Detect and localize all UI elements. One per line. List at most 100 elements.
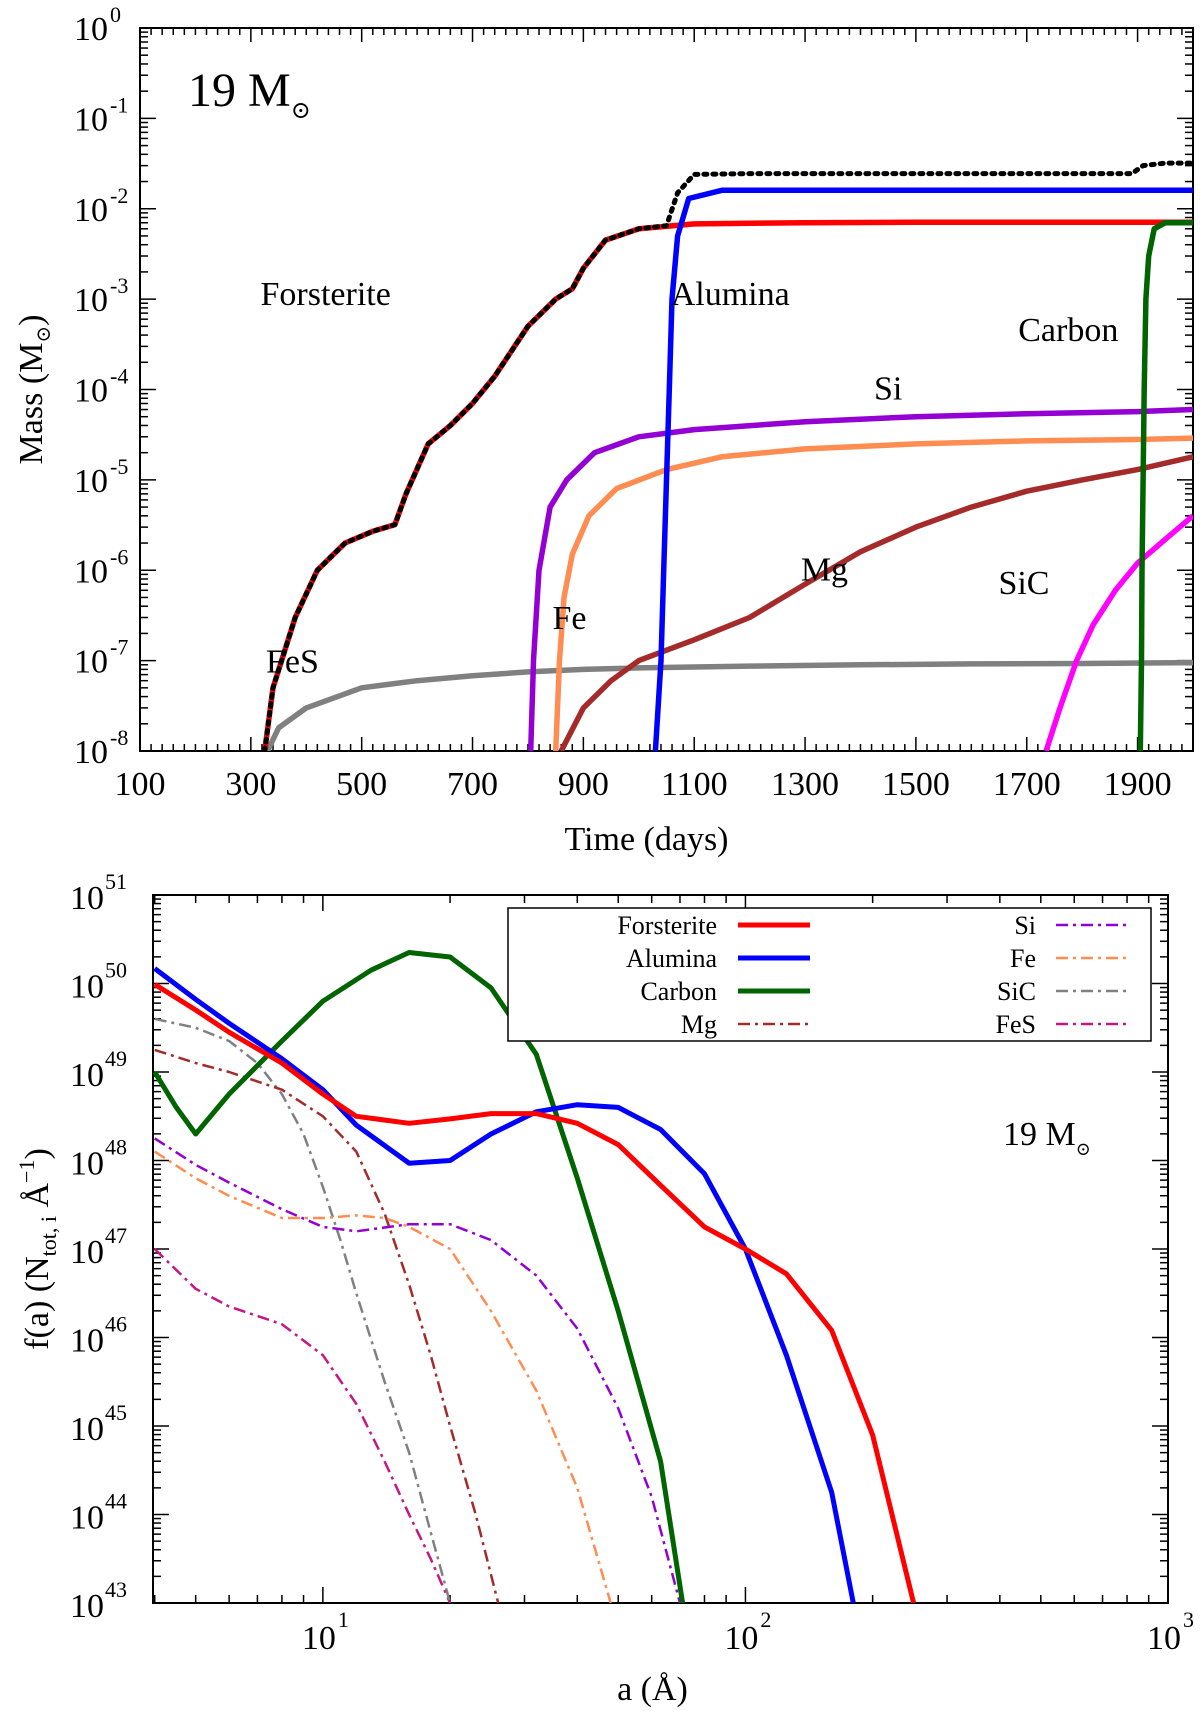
bottom-y-axis-title-text: f(a) (Ntot, i Å−1) (14, 1148, 61, 1350)
top-x-tick-label: 1500 (882, 766, 950, 803)
top-y-axis-title-text: Mass (M⊙) (13, 315, 55, 465)
bottom-y-tick-label: 10 (70, 1411, 104, 1448)
bottom-series-mg-line (154, 1048, 500, 1603)
bottom-series-sic-line (154, 1017, 452, 1603)
bottom-series-fe-line (154, 1150, 612, 1603)
top-y-tick-exponent: -3 (110, 273, 128, 298)
bottom-mass-annotation: 19 M⊙ (1003, 1116, 1091, 1159)
bottom-y-axis-title-sup: −1 (14, 1160, 39, 1183)
top-plot-frame (139, 27, 1194, 752)
legend: Forsterite Alumina Carbon Mg Si Fe SiC FeS (507, 907, 1152, 1042)
bottom-y-tick-exponent: 47 (105, 1223, 127, 1248)
bottom-y-tick-exponent: 44 (105, 1489, 127, 1514)
top-y-tick-label: 10 (74, 644, 108, 681)
top-x-tick-label: 300 (225, 766, 276, 803)
legend-box (507, 907, 1152, 1042)
top-y-tick-label: 10 (74, 373, 108, 410)
top-series-si-line (527, 406, 1193, 751)
bottom-y-tick-label: 10 (70, 1588, 104, 1625)
bottom-y-tick-label: 10 (70, 1234, 104, 1271)
bottom-y-axis-title-main: f(a) (N (19, 1256, 56, 1349)
top-curve-label-carbon: Carbon (1018, 312, 1118, 349)
bottom-series-forsterite-line (153, 982, 917, 1603)
bottom-x-tick-label: 10 (1147, 1620, 1181, 1657)
bottom-y-tick-exponent: 51 (105, 869, 127, 894)
bottom-x-tick-exponent: 3 (1183, 1607, 1194, 1632)
top-y-tick-label: 10 (74, 11, 108, 48)
legend-label-carbon: Carbon (640, 977, 717, 1006)
top-series-sic-line (1043, 513, 1193, 751)
top-x-tick-label: 1900 (1104, 766, 1172, 803)
bottom-y-tick-exponent: 49 (105, 1046, 127, 1071)
top-x-tick-label: 500 (336, 766, 387, 803)
legend-label-si: Si (1014, 911, 1036, 940)
bottom-series-alumina-line (153, 966, 856, 1603)
top-x-tick-label: 1700 (993, 766, 1061, 803)
bottom-y-axis-title: f(a) (Ntot, i Å−1) (14, 1148, 61, 1350)
top-x-tick-label: 100 (115, 766, 166, 803)
bottom-y-tick-exponent: 43 (105, 1577, 127, 1602)
bottom-y-axis-title-mid: Å (19, 1183, 56, 1217)
top-x-tick-label: 700 (447, 766, 498, 803)
top-y-tick-exponent: -2 (110, 183, 128, 208)
top-series-alumina-line (652, 187, 1193, 751)
top-curve-label-forsterite: Forsterite (261, 276, 391, 313)
top-x-tick-label: 1300 (771, 766, 839, 803)
bottom-x-tick-exponent: 1 (338, 1607, 349, 1632)
bottom-x-tick-exponent: 2 (760, 1607, 771, 1632)
top-curve-label-fes: FeS (266, 644, 319, 681)
top-y-tick-exponent: -8 (110, 725, 128, 750)
legend-label-mg: Mg (681, 1010, 717, 1039)
bottom-series-si-line (154, 1137, 682, 1603)
top-mass-annotation-text: 19 M (188, 64, 291, 117)
top-y-tick-exponent: -7 (110, 635, 128, 660)
top-curve-label-alumina: Alumina (671, 276, 790, 313)
bottom-mass-annotation-text: 19 M (1003, 1116, 1076, 1153)
bottom-y-tick-exponent: 46 (105, 1312, 127, 1337)
top-y-tick-exponent: -6 (110, 544, 128, 569)
bottom-y-tick-label: 10 (70, 1323, 104, 1360)
bottom-y-tick-exponent: 45 (105, 1400, 127, 1425)
top-y-tick-label: 10 (74, 282, 108, 319)
top-curve-label-fe: Fe (553, 600, 587, 637)
legend-label-alumina: Alumina (626, 944, 717, 973)
top-y-axis-title-main: Mass (M (13, 343, 50, 465)
bottom-y-tick-label: 10 (70, 1500, 104, 1537)
top-x-tick-label: 900 (558, 766, 609, 803)
top-curve-label-si: Si (874, 371, 902, 408)
bottom-series-fes-line (153, 1248, 452, 1603)
top-y-tick-label: 10 (74, 101, 108, 138)
top-series-mg-line (558, 454, 1193, 751)
top-y-axis-title-close: ) (13, 315, 50, 326)
bottom-y-tick-label: 10 (70, 1146, 104, 1183)
top-y-axis-title: Mass (M⊙) (13, 315, 55, 465)
top-series-fe-line (552, 435, 1193, 751)
top-y-tick-label: 10 (74, 553, 108, 590)
top-curve-label-mg: Mg (801, 551, 848, 588)
legend-label-fe: Fe (1010, 944, 1036, 973)
top-x-axis-title: Time (days) (564, 821, 728, 858)
top-y-tick-label: 10 (74, 463, 108, 500)
top-y-tick-label: 10 (74, 192, 108, 229)
top-y-tick-label: 10 (74, 734, 108, 771)
top-y-tick-exponent: -1 (110, 92, 128, 117)
top-series-carbon-line (1137, 219, 1193, 751)
bottom-x-tick-label: 10 (302, 1620, 336, 1657)
top-x-tick-label: 1100 (661, 766, 728, 803)
top-series-total-line (262, 160, 1193, 751)
legend-label-forsterite: Forsterite (617, 911, 717, 940)
top-y-tick-exponent: -4 (110, 364, 128, 389)
bottom-y-tick-label: 10 (70, 1057, 104, 1094)
bottom-y-tick-label: 10 (70, 880, 104, 917)
legend-label-sic: SiC (997, 977, 1036, 1006)
bottom-y-axis-title-close: ) (19, 1148, 56, 1159)
top-mass-annotation: 19 M⊙ (188, 64, 311, 124)
top-y-tick-exponent: 0 (110, 2, 121, 27)
top-y-tick-exponent: -5 (110, 454, 128, 479)
bottom-y-tick-label: 10 (70, 969, 104, 1006)
bottom-x-tick-label: 10 (724, 1620, 758, 1657)
bottom-x-axis-title: a (Å) (617, 1671, 688, 1708)
